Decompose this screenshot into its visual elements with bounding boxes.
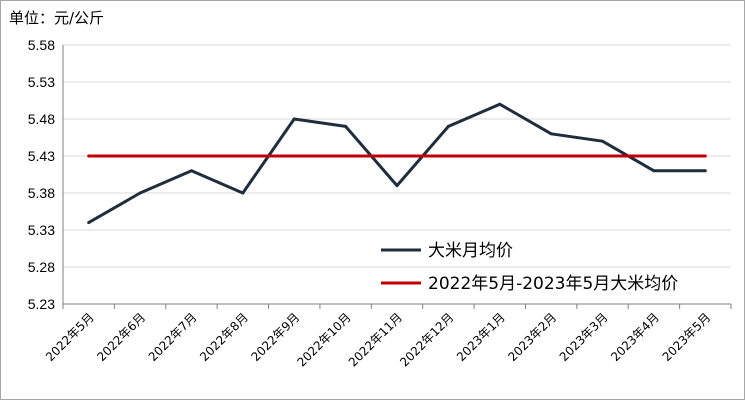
series-2-point [703,154,707,158]
series-1-point [446,124,450,128]
series-1-point [395,184,399,188]
x-tick-label: 2022年11月 [346,310,405,369]
y-tick-label: 5.23 [28,296,55,312]
series-1-point [241,191,245,195]
unit-label: 单位：元/公斤 [9,9,105,27]
x-tick-label: 2022年12月 [397,310,456,369]
series-2-point [292,154,296,158]
x-tick-label: 2022年6月 [94,310,148,364]
series-2-point [601,154,605,158]
series-2-point [189,154,193,158]
series-2-point [241,154,245,158]
x-tick-label: 2023年4月 [608,310,662,364]
series-line-1 [87,102,706,224]
series-2-point [549,154,553,158]
series-2-point [138,154,142,158]
x-tick-label: 2022年9月 [248,310,302,364]
y-tick-label: 5.58 [28,37,55,53]
series-1-point [601,139,605,143]
x-tick-label: 2022年5月 [43,310,97,364]
series-2-point [395,154,399,158]
y-tick-label: 5.53 [28,74,55,90]
series-2-point [344,154,348,158]
y-tick-label: 5.33 [28,222,55,238]
series-1-point [652,169,656,173]
x-tick-label: 2023年2月 [505,310,559,364]
series-1-point [87,221,91,225]
y-tick-label: 5.48 [28,111,55,127]
series-2-point [87,154,91,158]
series-1-point [498,102,502,106]
x-tick-label: 2022年7月 [146,310,200,364]
x-tick-label: 2023年1月 [454,310,508,364]
series-2-point [446,154,450,158]
x-tick-label: 2022年10月 [294,310,353,369]
x-tick-label: 2023年5月 [660,310,714,364]
y-tick-label: 5.28 [28,259,55,275]
series-1-point [344,124,348,128]
series-2-point [652,154,656,158]
legend-label-1: 大米月均价 [428,241,513,261]
y-tick-label: 5.38 [28,185,55,201]
x-tick-label: 2023年3月 [557,310,611,364]
series-2-point [498,154,502,158]
series-1-point [189,169,193,173]
legend-label-2: 2022年5月-2023年5月大米均价 [428,274,678,294]
series-1-point [138,191,142,195]
y-tick-label: 5.43 [28,148,55,164]
x-tick-label: 2022年8月 [197,310,251,364]
series-1-point [549,132,553,136]
series-1-point [292,117,296,121]
series-1-point [703,169,707,173]
